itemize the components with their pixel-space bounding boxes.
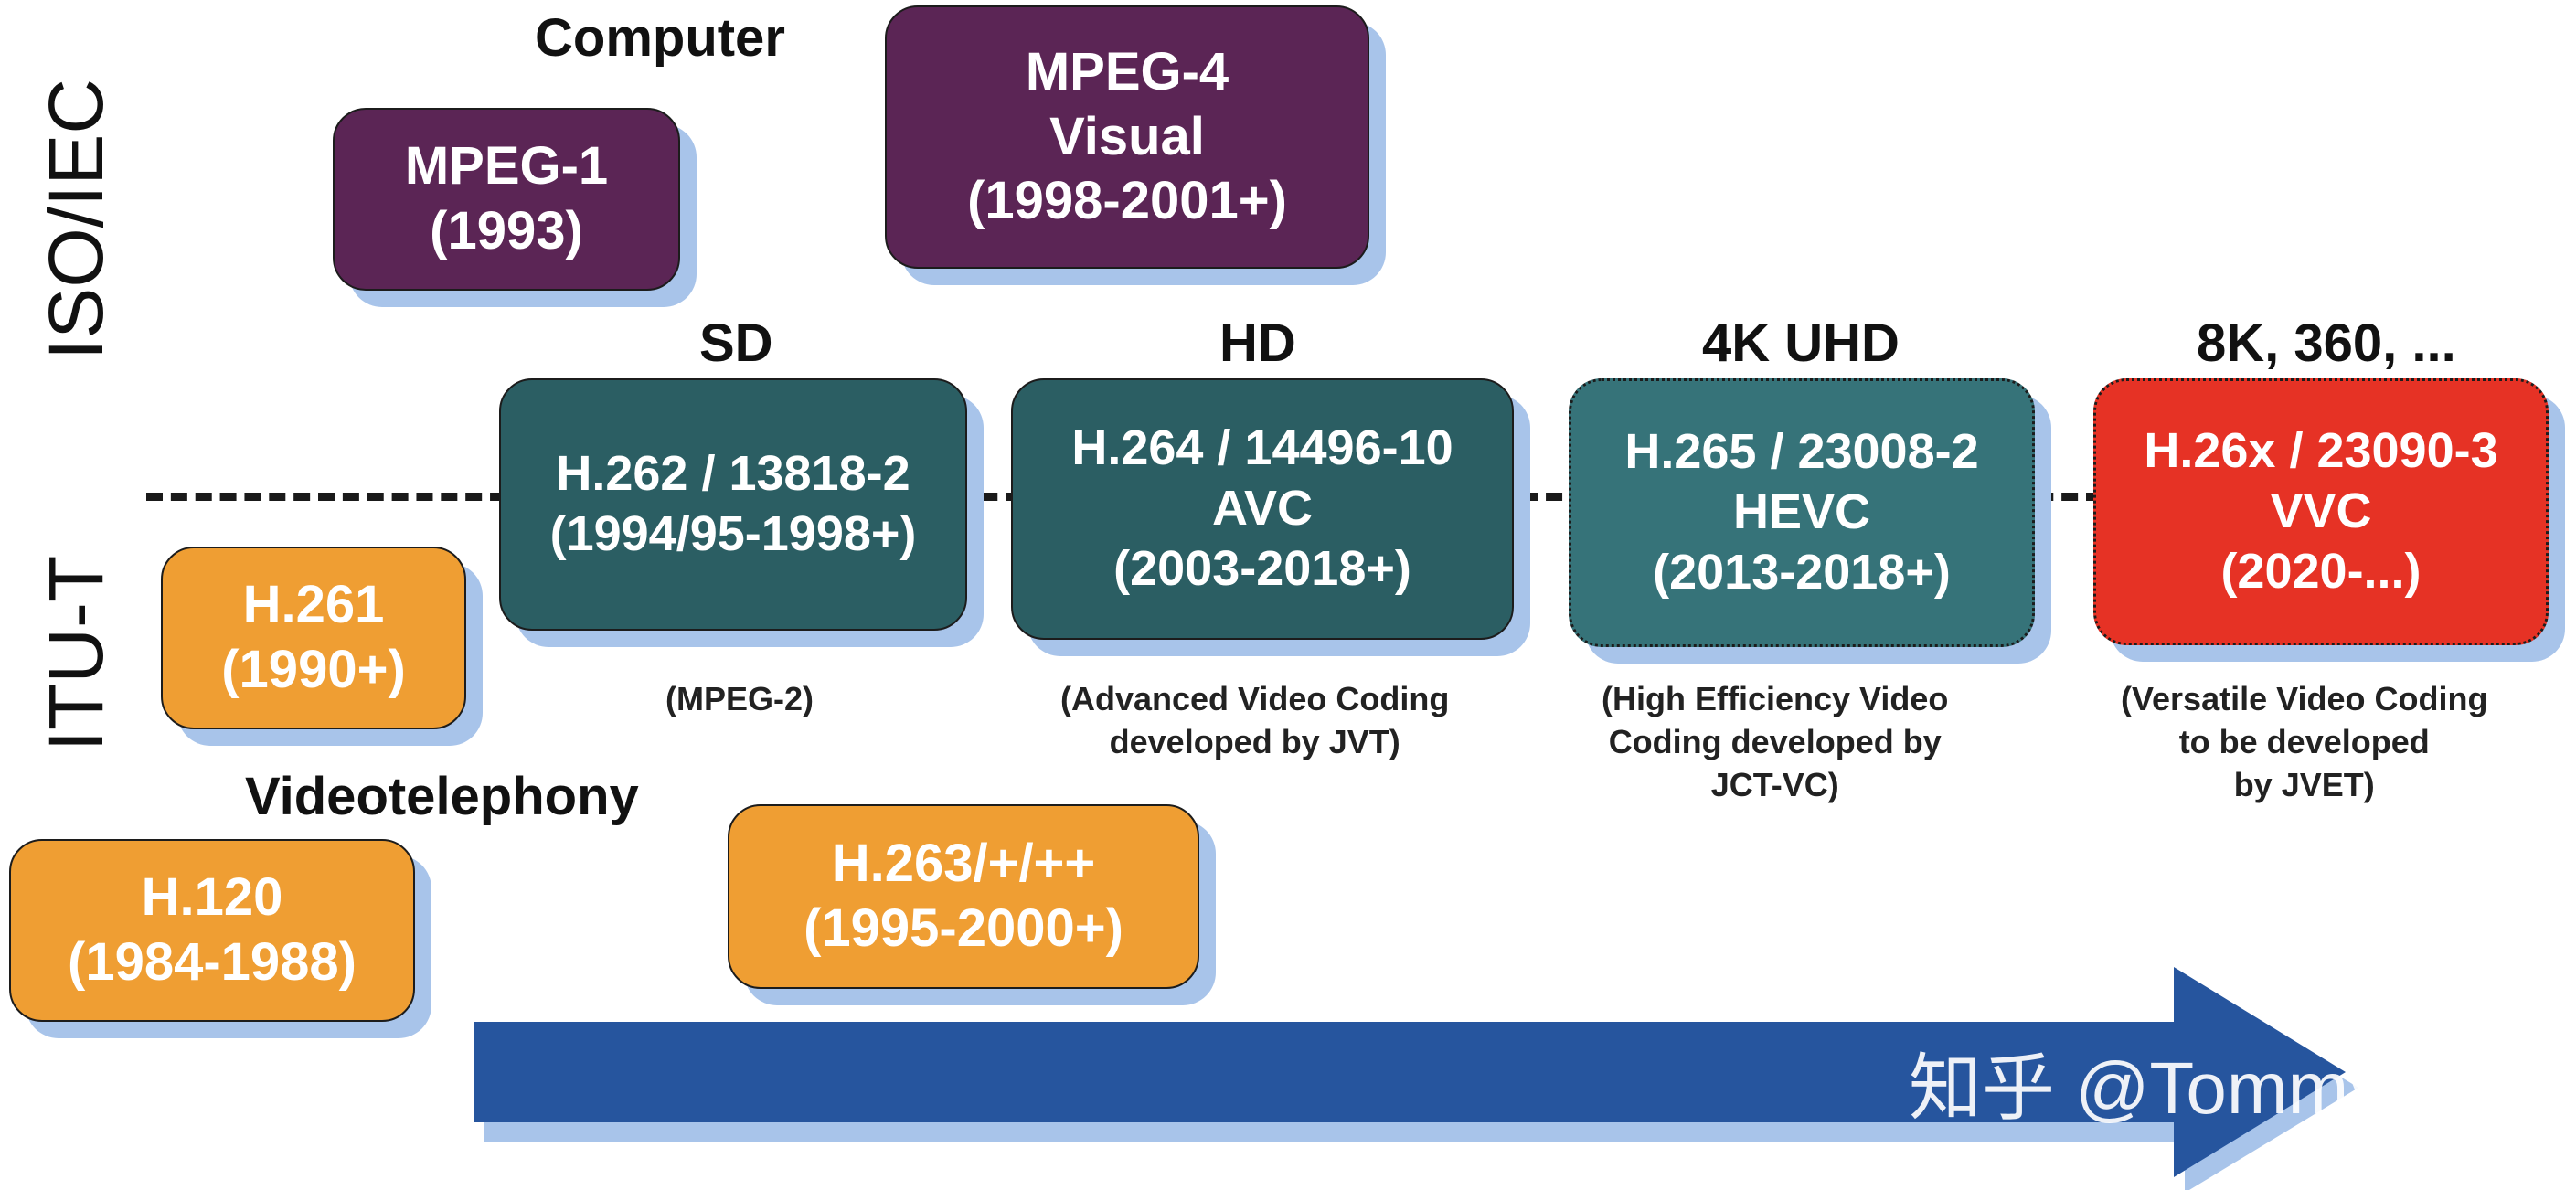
- note-mpeg2-line-1: (MPEG-2): [665, 680, 814, 717]
- timeline-arrow-body: [474, 967, 2346, 1177]
- box-h265-hevc: H.265 / 23008-2 HEVC (2013-2018+): [1569, 378, 2035, 647]
- box-h264-line-3: (2003-2018+): [1113, 540, 1411, 596]
- note-avc-line-2: developed by JVT): [1109, 722, 1400, 760]
- box-mpeg1-line-2: (1993): [430, 201, 583, 260]
- note-mpeg2: (MPEG-2): [665, 678, 814, 721]
- box-mpeg4-line-2: Visual: [1049, 106, 1205, 166]
- box-h264-line-2: AVC: [1211, 481, 1313, 537]
- label-sd: SD: [699, 313, 773, 373]
- note-vvc: (Versatile Video Coding to be developed …: [2121, 678, 2487, 806]
- side-label-iso: ISO/IEC: [33, 78, 119, 361]
- box-h26x-vvc: H.26x / 23090-3 VVC (2020-...): [2093, 378, 2549, 645]
- box-mpeg4-line-3: (1998-2001+): [967, 171, 1287, 231]
- box-mpeg1: MPEG-1 (1993): [333, 108, 680, 291]
- box-mpeg4-line-1: MPEG-4: [1025, 41, 1229, 101]
- box-h120-line-1: H.120: [141, 867, 283, 928]
- box-h262: H.262 / 13818-2 (1994/95-1998+): [499, 378, 967, 631]
- box-h261-line-2: (1990+): [221, 640, 406, 699]
- box-h265-line-2: HEVC: [1732, 484, 1871, 540]
- box-h26x-line-3: (2020-...): [2220, 543, 2422, 599]
- box-mpeg4-visual: MPEG-4 Visual (1998-2001+): [885, 5, 1369, 269]
- box-h120-line-2: (1984-1988): [68, 932, 357, 992]
- label-computer: Computer: [535, 8, 785, 68]
- box-h262-line-1: H.262 / 13818-2: [556, 446, 910, 502]
- label-hd: HD: [1219, 313, 1296, 373]
- label-videotelephony: Videotelephony: [245, 767, 639, 826]
- label-4k-uhd: 4K UHD: [1702, 313, 1900, 373]
- box-h265-line-1: H.265 / 23008-2: [1624, 424, 1979, 480]
- box-h262-line-2: (1994/95-1998+): [549, 506, 917, 561]
- note-avc-line-1: (Advanced Video Coding: [1060, 680, 1450, 717]
- box-h261: H.261 (1990+): [161, 547, 466, 729]
- note-vvc-line-3: by JVET): [2233, 765, 2375, 803]
- note-hevc-line-1: (High Efficiency Video: [1602, 680, 1949, 717]
- box-mpeg1-line-1: MPEG-1: [404, 136, 609, 197]
- watermark-text: 知乎 @Tommy哥: [1909, 1047, 2459, 1129]
- box-h264-line-1: H.264 / 14496-10: [1071, 420, 1453, 476]
- box-h26x-line-1: H.26x / 23090-3: [2144, 423, 2498, 479]
- box-h261-line-1: H.261: [242, 575, 385, 635]
- box-h264-avc: H.264 / 14496-10 AVC (2003-2018+): [1011, 378, 1514, 640]
- side-label-itu: ITU-T: [33, 555, 119, 752]
- note-hevc: (High Efficiency Video Coding developed …: [1602, 678, 1948, 806]
- note-avc: (Advanced Video Coding developed by JVT): [1060, 678, 1449, 764]
- box-h120: H.120 (1984-1988): [9, 839, 415, 1022]
- note-hevc-line-3: JCT-VC): [1710, 765, 1839, 803]
- note-hevc-line-2: Coding developed by: [1608, 722, 1942, 760]
- box-h26x-line-2: VVC: [2270, 483, 2372, 539]
- note-vvc-line-1: (Versatile Video Coding: [2121, 680, 2488, 717]
- label-8k-360: 8K, 360, ...: [2197, 313, 2456, 373]
- box-h263-line-1: H.263/+/++: [831, 834, 1096, 894]
- box-h263-line-2: (1995-2000+): [804, 898, 1123, 958]
- box-h265-line-3: (2013-2018+): [1653, 544, 1951, 600]
- box-h263: H.263/+/++ (1995-2000+): [728, 804, 1199, 989]
- note-vvc-line-2: to be developed: [2178, 722, 2430, 760]
